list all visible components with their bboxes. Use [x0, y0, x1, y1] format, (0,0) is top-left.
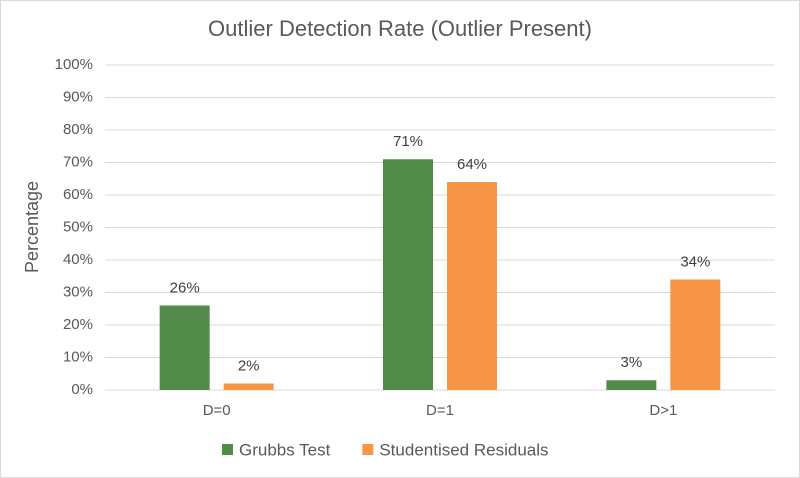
y-tick-label: 100%: [55, 56, 93, 73]
value-label: 64%: [457, 156, 487, 173]
y-tick-label: 50%: [63, 218, 93, 235]
value-label: 34%: [680, 253, 710, 270]
y-tick-label: 60%: [63, 186, 93, 203]
bar: [159, 305, 210, 390]
y-tick-label: 80%: [63, 121, 93, 138]
legend-swatch: [222, 444, 233, 455]
bar: [383, 159, 433, 390]
bar: [670, 279, 721, 390]
value-label: 3%: [620, 354, 642, 371]
y-axis-label: Percentage: [22, 181, 42, 273]
y-tick-label: 90%: [63, 88, 93, 105]
y-tick-label: 0%: [71, 381, 93, 398]
bar: [223, 383, 274, 390]
x-tick-label: D=1: [426, 402, 454, 419]
y-tick-label: 70%: [63, 153, 93, 170]
y-tick-label: 30%: [63, 283, 93, 300]
value-label: 71%: [393, 133, 423, 150]
y-tick-label: 20%: [63, 316, 93, 333]
chart-title: Outlier Detection Rate (Outlier Present): [208, 16, 592, 41]
legend-label: Grubbs Test: [239, 440, 331, 459]
x-tick-label: D>1: [649, 402, 677, 419]
y-tick-label: 10%: [63, 348, 93, 365]
x-tick-label: D=0: [203, 402, 231, 419]
bar: [447, 182, 497, 390]
value-label: 26%: [170, 279, 200, 296]
y-tick-label: 40%: [63, 251, 93, 268]
value-label: 2%: [238, 357, 260, 374]
legend-swatch: [362, 444, 374, 455]
legend-label: Studentised Residuals: [379, 440, 548, 459]
bar: [606, 380, 657, 390]
